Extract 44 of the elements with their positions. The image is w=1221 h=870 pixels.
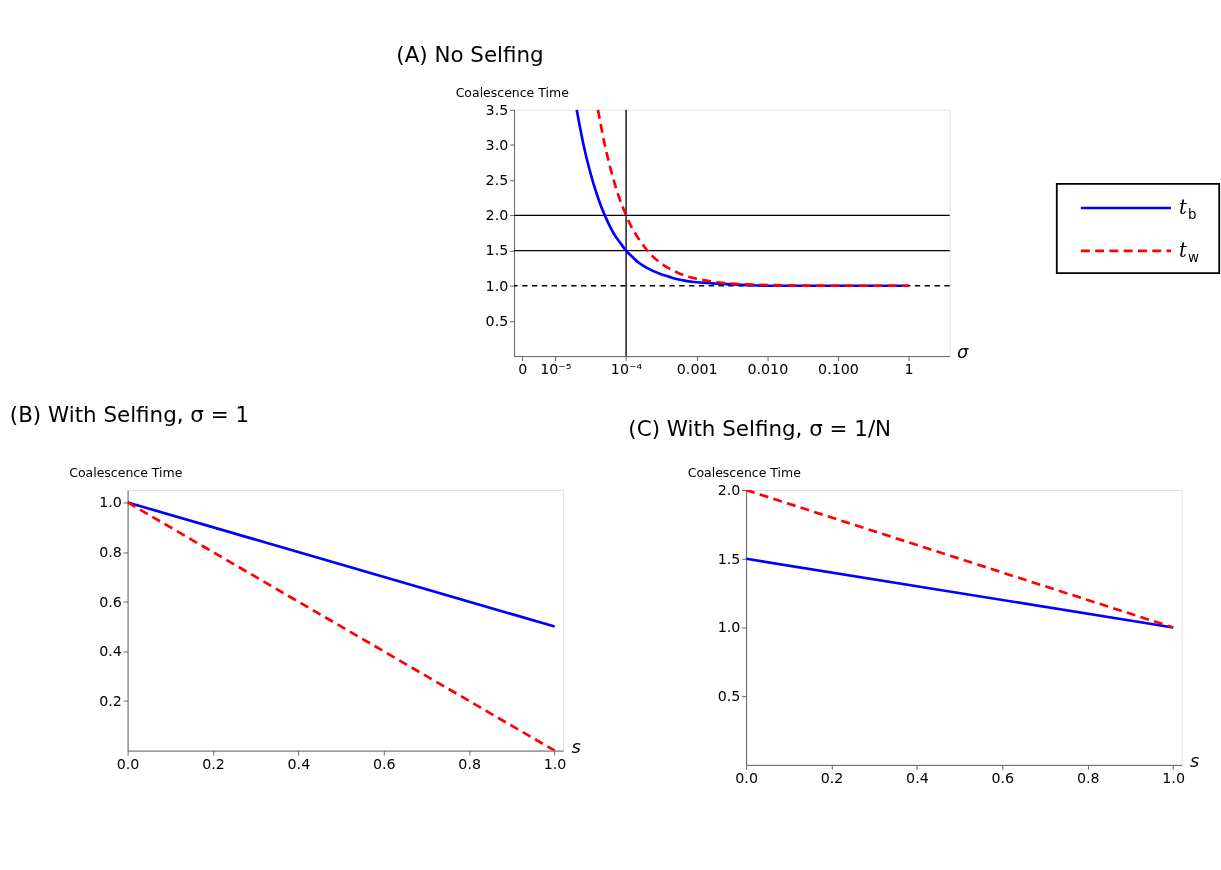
x-tick-label: 1.0	[543, 755, 567, 772]
y-tick-label: 1.5	[485, 242, 509, 259]
x-tick-label: 0	[518, 361, 528, 378]
chart-title: (C) With Selfing, σ = 1/N	[628, 415, 892, 441]
x-axis-title: σ	[956, 341, 969, 363]
y-axis-title: Coalescence Time	[687, 465, 802, 481]
x-axis-title: s	[1190, 750, 1200, 772]
y-tick-label: 1.0	[717, 619, 741, 636]
x-tick-label: 0.4	[906, 770, 929, 787]
y-tick-label: 1.0	[99, 494, 122, 511]
x-tick-label: 0.001	[676, 361, 718, 378]
y-tick-label: 1.0	[485, 277, 509, 294]
x-tick-label: 10⁻⁵	[540, 361, 572, 378]
x-tick-label: 0.0	[116, 755, 140, 772]
y-tick-label: 2.0	[485, 207, 509, 224]
x-tick-label: 0.6	[991, 770, 1015, 787]
y-tick-label: 0.8	[99, 543, 122, 560]
y-tick-label: 3.5	[485, 101, 509, 118]
chart-title: (A) No Selfing	[396, 42, 544, 68]
x-tick-label: 0.8	[1076, 770, 1100, 787]
y-tick-label: 0.5	[717, 688, 741, 705]
x-tick-label: 0.6	[372, 755, 396, 772]
x-tick-label: 0.100	[818, 361, 859, 378]
x-tick-label: 0.2	[820, 770, 844, 787]
x-axis-title: s	[571, 735, 581, 757]
x-tick-label: 0.8	[458, 755, 482, 772]
x-tick-label: 0.0	[735, 770, 758, 787]
y-tick-label: 1.5	[717, 550, 741, 567]
x-tick-label: 10⁻⁴	[610, 361, 643, 378]
x-tick-label: 0.010	[747, 361, 789, 378]
y-tick-label: 0.4	[99, 643, 122, 660]
y-tick-label: 0.6	[99, 593, 122, 610]
x-tick-label: 0.4	[287, 755, 311, 772]
y-tick-label: 2.5	[485, 172, 509, 189]
x-tick-label: 0.2	[202, 755, 225, 772]
y-tick-label: 3.0	[485, 136, 509, 153]
x-tick-label: 1	[904, 361, 914, 378]
y-axis-title: Coalescence Time	[69, 465, 183, 481]
x-tick-label: 1.0	[1162, 770, 1185, 787]
y-tick-label: 0.2	[99, 692, 122, 709]
y-axis-title: Coalescence Time	[455, 84, 570, 100]
y-tick-label: 0.5	[485, 312, 509, 329]
chart-title: (B) With Selfing, σ = 1	[9, 402, 250, 428]
y-tick-label: 2.0	[717, 481, 741, 498]
